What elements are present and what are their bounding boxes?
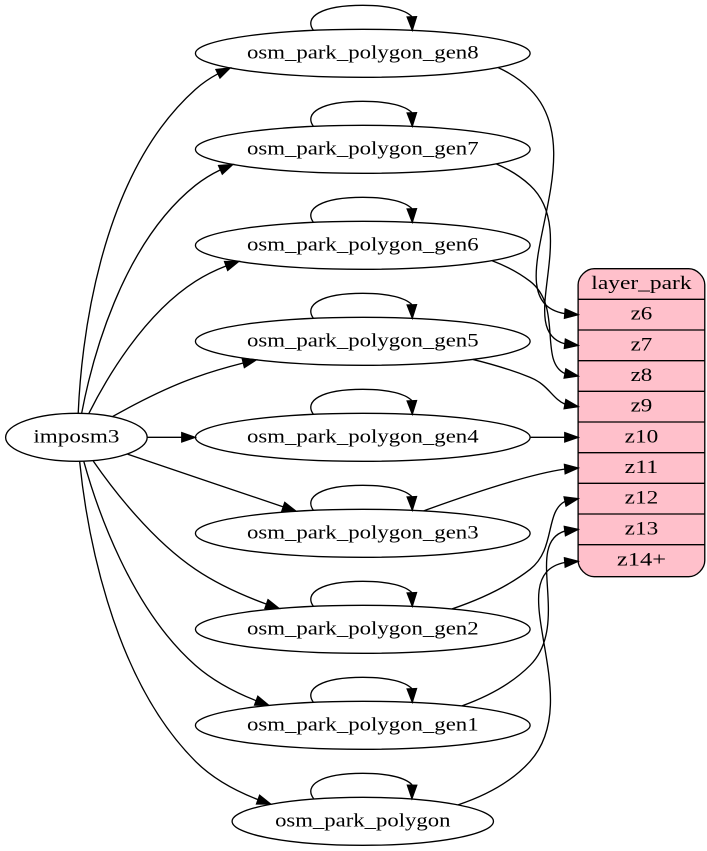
svg-text:osm_park_polygon_gen1: osm_park_polygon_gen1 bbox=[247, 714, 479, 735]
svg-text:osm_park_polygon_gen3: osm_park_polygon_gen3 bbox=[247, 522, 479, 543]
svg-text:osm_park_polygon: osm_park_polygon bbox=[275, 810, 451, 831]
svg-text:osm_park_polygon_gen6: osm_park_polygon_gen6 bbox=[247, 234, 479, 255]
svg-text:osm_park_polygon_gen5: osm_park_polygon_gen5 bbox=[247, 330, 479, 351]
svg-text:z9: z9 bbox=[631, 396, 653, 417]
svg-text:z14+: z14+ bbox=[617, 550, 666, 571]
svg-text:layer_park: layer_park bbox=[591, 273, 692, 294]
svg-text:z11: z11 bbox=[625, 457, 659, 478]
svg-text:imposm3: imposm3 bbox=[33, 426, 119, 447]
svg-text:z12: z12 bbox=[625, 488, 659, 509]
svg-text:osm_park_polygon_gen4: osm_park_polygon_gen4 bbox=[247, 426, 479, 447]
svg-text:osm_park_polygon_gen2: osm_park_polygon_gen2 bbox=[247, 618, 479, 639]
svg-text:osm_park_polygon_gen8: osm_park_polygon_gen8 bbox=[247, 42, 479, 63]
svg-text:z10: z10 bbox=[625, 426, 659, 447]
svg-text:osm_park_polygon_gen7: osm_park_polygon_gen7 bbox=[247, 138, 479, 159]
svg-text:z6: z6 bbox=[631, 304, 653, 325]
svg-text:z8: z8 bbox=[631, 365, 653, 386]
svg-text:z13: z13 bbox=[625, 518, 659, 539]
svg-text:z7: z7 bbox=[631, 334, 653, 355]
